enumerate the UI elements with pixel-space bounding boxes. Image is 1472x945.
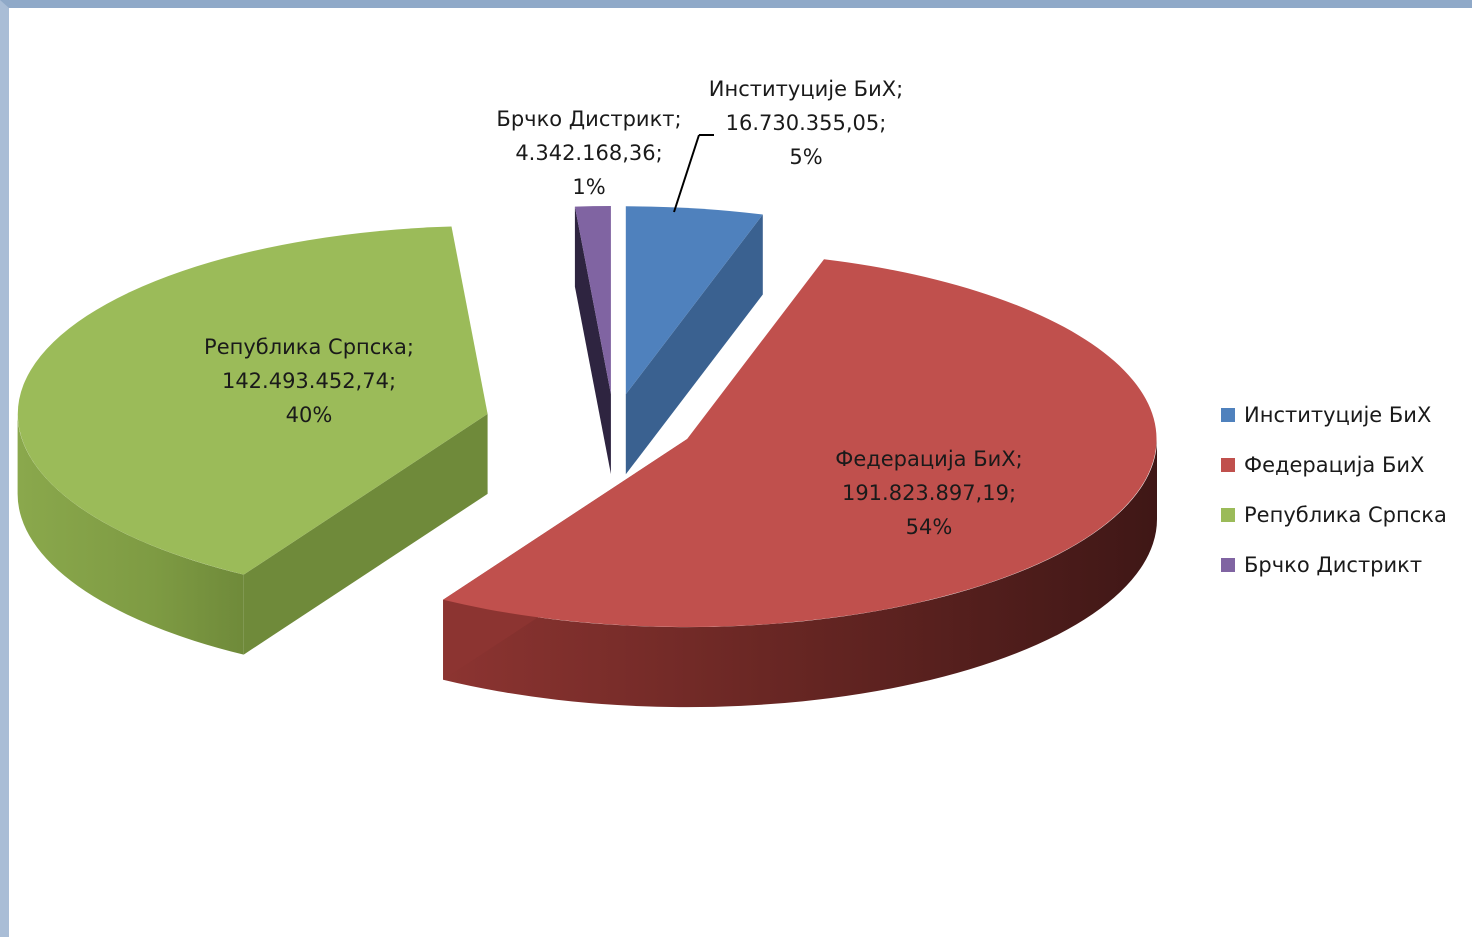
pie-chart: Институције БиХ; 16.730.355,05; 5% Федераци…: [17, 77, 1158, 708]
data-labels: Институције БиХ; 16.730.355,05; 5% Федераци…: [204, 77, 1023, 539]
leader-line-institucije: [673, 134, 700, 213]
data-label-name: Институције БиХ;: [709, 77, 903, 101]
legend: Институције БиХ Федерација БиХ Република…: [1221, 390, 1472, 590]
data-label-percent: 40%: [286, 403, 333, 427]
legend-label: Брчко Дистрикт: [1244, 553, 1423, 577]
slice-cut-brcko: [574, 206, 611, 474]
legend-swatch: [1221, 458, 1235, 472]
legend-item: Брчко Дистрикт: [1221, 540, 1472, 590]
data-label-name: Република Српска;: [204, 335, 414, 359]
data-label-value: 191.823.897,19;: [842, 481, 1016, 505]
slice-side-republika-srpska: [17, 413, 244, 655]
legend-swatch: [1221, 408, 1235, 422]
data-label-value: 4.342.168,36;: [515, 141, 662, 165]
legend-item: Република Српска: [1221, 490, 1472, 540]
data-label-name: Федерација БиХ;: [835, 447, 1022, 471]
data-label-percent: 54%: [906, 515, 953, 539]
slice-brcko-distrikt[interactable]: [574, 206, 611, 394]
legend-item: Институције БиХ: [1221, 390, 1472, 440]
slice-republika-srpska[interactable]: [17, 226, 488, 575]
legend-label: Федерација БиХ: [1244, 453, 1425, 477]
legend-swatch: [1221, 558, 1235, 572]
data-label-value: 16.730.355,05;: [726, 111, 887, 135]
slice-cut-republika-srpska: [243, 413, 488, 655]
slice-institucije-bih[interactable]: [625, 206, 763, 395]
legend-label: Институције БиХ: [1244, 403, 1432, 427]
legend-item: Федерација БиХ: [1221, 440, 1472, 490]
slice-side-federacija: [443, 439, 1158, 708]
data-label-percent: 1%: [572, 175, 605, 199]
data-label-name: Брчко Дистрикт;: [496, 107, 681, 131]
legend-swatch: [1221, 508, 1235, 522]
data-label-value: 142.493.452,74;: [222, 369, 396, 393]
legend-label: Република Српска: [1244, 503, 1447, 527]
slice-federacija-bih[interactable]: [443, 259, 1157, 627]
slice-cut-institucije: [625, 214, 763, 475]
data-label-percent: 5%: [789, 145, 822, 169]
